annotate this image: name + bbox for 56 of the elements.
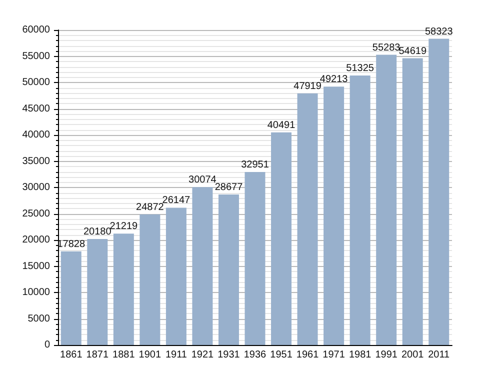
x-tick-label: 1981 xyxy=(348,350,372,360)
y-tick-label: 45000 xyxy=(22,103,50,114)
data-label: 54619 xyxy=(398,46,427,57)
bar xyxy=(297,93,318,345)
bar xyxy=(324,86,344,345)
x-tick-label: 1921 xyxy=(191,350,214,360)
bar xyxy=(350,76,370,345)
data-label: 21219 xyxy=(110,221,138,232)
data-label: 28677 xyxy=(214,182,244,193)
bar xyxy=(271,132,292,345)
x-tick-label: 1871 xyxy=(86,350,109,360)
y-tick-label: 60000 xyxy=(22,24,50,36)
y-tick-label: 40000 xyxy=(22,130,50,140)
x-tick-label: 2011 xyxy=(428,350,450,360)
bar xyxy=(113,234,134,345)
y-tick-label: 0 xyxy=(44,340,50,350)
data-label: 30074 xyxy=(188,174,217,186)
y-tick-label: 50000 xyxy=(22,77,50,88)
x-tick-label: 1991 xyxy=(375,350,398,360)
bar xyxy=(87,239,108,345)
x-tick-label: 1901 xyxy=(138,350,162,360)
x-tick-label: 1936 xyxy=(244,350,267,360)
x-tick-label: 1971 xyxy=(322,350,346,360)
x-tick-label: 1861 xyxy=(60,350,83,360)
bar xyxy=(60,251,82,345)
bar xyxy=(218,194,239,345)
y-tick-label: 10000 xyxy=(22,287,50,298)
data-label: 32951 xyxy=(241,160,270,171)
y-tick-label: 35000 xyxy=(22,156,50,167)
y-tick-label: 30000 xyxy=(22,182,50,193)
data-label: 58323 xyxy=(424,26,454,38)
bar xyxy=(166,208,186,345)
bar xyxy=(244,172,266,345)
y-tick-label: 20000 xyxy=(22,234,50,246)
y-tick-label: 15000 xyxy=(22,260,50,272)
data-label: 40491 xyxy=(267,120,296,131)
data-label: 26147 xyxy=(162,195,191,206)
y-tick-label: 25000 xyxy=(22,208,50,220)
x-tick-label: 1961 xyxy=(296,350,320,360)
y-tick-label: 5000 xyxy=(28,313,50,324)
x-tick-label: 1881 xyxy=(112,350,136,360)
data-label: 47919 xyxy=(294,80,322,92)
bar xyxy=(140,214,160,345)
x-tick-label: 1931 xyxy=(218,350,240,360)
data-label: 24872 xyxy=(136,202,164,213)
bar xyxy=(192,187,213,345)
y-tick-label: 55000 xyxy=(22,50,50,62)
x-tick-label: 2001 xyxy=(401,350,424,360)
data-label: 49213 xyxy=(320,74,348,86)
bar xyxy=(428,38,450,345)
x-tick-label: 1951 xyxy=(270,350,293,360)
data-label: 51325 xyxy=(346,63,374,74)
bar xyxy=(376,54,397,345)
bar xyxy=(402,58,423,345)
data-label: 20180 xyxy=(83,226,112,238)
x-tick-label: 1911 xyxy=(165,350,188,360)
